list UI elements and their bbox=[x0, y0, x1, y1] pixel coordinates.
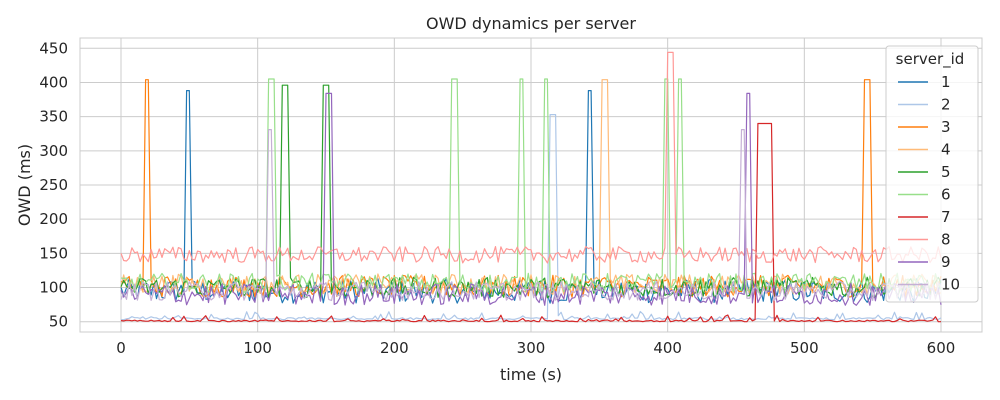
legend: server_id 1 2 3 4 5 6 7 8 9 10 bbox=[885, 45, 979, 303]
legend-label-2: 2 bbox=[941, 96, 951, 114]
y-tick-label: 150 bbox=[39, 244, 68, 262]
legend-label-5: 5 bbox=[941, 163, 951, 181]
x-tick-label: 200 bbox=[380, 339, 409, 357]
legend-box bbox=[885, 45, 979, 303]
x-tick-label: 600 bbox=[927, 339, 956, 357]
y-tick-label: 350 bbox=[39, 108, 68, 126]
legend-label-7: 7 bbox=[941, 208, 951, 226]
y-tick-label: 400 bbox=[39, 73, 68, 91]
legend-label-6: 6 bbox=[941, 186, 951, 204]
x-tick-label: 0 bbox=[116, 339, 126, 357]
legend-label-4: 4 bbox=[941, 141, 951, 159]
legend-label-8: 8 bbox=[941, 231, 951, 249]
series-layer bbox=[120, 51, 942, 323]
x-tick-label: 100 bbox=[243, 339, 272, 357]
series-line-9 bbox=[120, 92, 942, 306]
series-line-7 bbox=[120, 122, 941, 323]
chart-title: OWD dynamics per server bbox=[426, 14, 636, 33]
series-line-10 bbox=[120, 129, 942, 302]
x-axis-title: time (s) bbox=[500, 365, 562, 384]
y-axis-title: OWD (ms) bbox=[15, 144, 34, 226]
legend-label-9: 9 bbox=[941, 253, 951, 271]
y-tick-label: 50 bbox=[49, 313, 68, 331]
series-line-5 bbox=[120, 84, 942, 299]
x-tick-label: 400 bbox=[653, 339, 682, 357]
legend-label-3: 3 bbox=[941, 118, 951, 136]
series-line-8 bbox=[120, 51, 942, 264]
legend-label-1: 1 bbox=[941, 73, 951, 91]
x-axis: 0 100 200 300 400 500 600 bbox=[116, 339, 955, 357]
x-tick-label: 500 bbox=[790, 339, 819, 357]
y-tick-label: 250 bbox=[39, 176, 68, 194]
x-tick-label: 300 bbox=[517, 339, 546, 357]
y-tick-label: 450 bbox=[39, 39, 68, 57]
y-axis: 50 100 150 200 250 300 350 400 450 bbox=[39, 39, 68, 330]
y-tick-label: 300 bbox=[39, 142, 68, 160]
legend-title: server_id bbox=[896, 50, 965, 69]
series-line-2 bbox=[120, 113, 942, 321]
y-tick-label: 100 bbox=[39, 279, 68, 297]
y-tick-label: 200 bbox=[39, 210, 68, 228]
legend-label-10: 10 bbox=[941, 276, 960, 294]
